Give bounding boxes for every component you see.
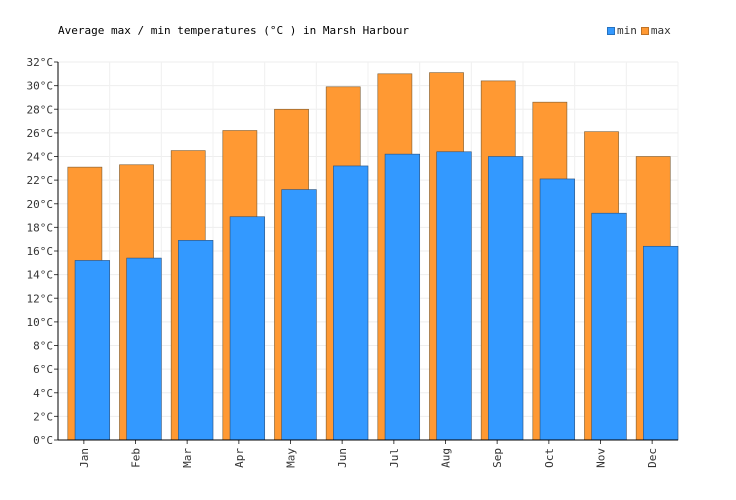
x-tick-label-jun: Jun [336,448,349,468]
x-tick-label-jan: Jan [78,448,91,468]
y-tick-label: 14°C [27,269,54,282]
bar-min-jan [74,260,110,441]
legend-item-max: max [640,24,671,37]
x-tick-label-may: May [285,448,298,468]
legend-swatch-max [640,26,649,35]
y-tick-label: 28°C [27,103,54,116]
legend-item-min: min [607,24,637,37]
x-tick-label-aug: Aug [440,448,453,468]
y-tick-label: 4°C [33,387,53,400]
y-tick-label: 8°C [33,340,53,353]
x-tick-label-oct: Oct [543,448,556,468]
bar-min-aug [436,151,472,441]
y-tick-label: 16°C [27,245,54,258]
x-tick-label-sep: Sep [491,448,504,468]
bar-min-feb [126,257,162,441]
x-tick-label-nov: Nov [595,448,608,468]
bar-min-may [281,189,317,441]
bar-min-sep [488,156,524,441]
x-tick-label-apr: Apr [233,448,246,468]
y-tick-label: 22°C [27,174,54,187]
y-tick-label: 6°C [33,363,53,376]
y-tick-label: 2°C [33,410,53,423]
y-tick-label: 32°C [27,56,54,69]
legend-label-min: min [617,24,637,37]
y-tick-label: 20°C [27,198,54,211]
y-tick-label: 0°C [33,434,53,447]
bar-min-jun [333,165,369,441]
y-tick-label: 24°C [27,151,54,164]
bar-min-apr [229,216,265,441]
y-tick-label: 10°C [27,316,54,329]
legend: min max [607,24,675,37]
y-tick-label: 26°C [27,127,54,140]
y-tick-label: 12°C [27,292,54,305]
y-tick-label: 18°C [27,221,54,234]
x-tick-label-jul: Jul [388,448,401,468]
bar-min-oct [539,178,575,441]
bar-min-dec [643,245,679,441]
bar-min-jul [384,153,420,441]
bar-min-mar [178,240,214,441]
legend-swatch-min [607,26,615,35]
x-tick-label-dec: Dec [646,448,659,468]
y-tick-label: 30°C [27,80,54,93]
x-tick-label-mar: Mar [181,448,194,468]
legend-label-max: max [650,24,671,37]
bar-min-nov [591,212,627,441]
x-tick-label-feb: Feb [130,448,143,468]
chart-title: Average max / min temperatures (°C ) in … [58,24,409,37]
